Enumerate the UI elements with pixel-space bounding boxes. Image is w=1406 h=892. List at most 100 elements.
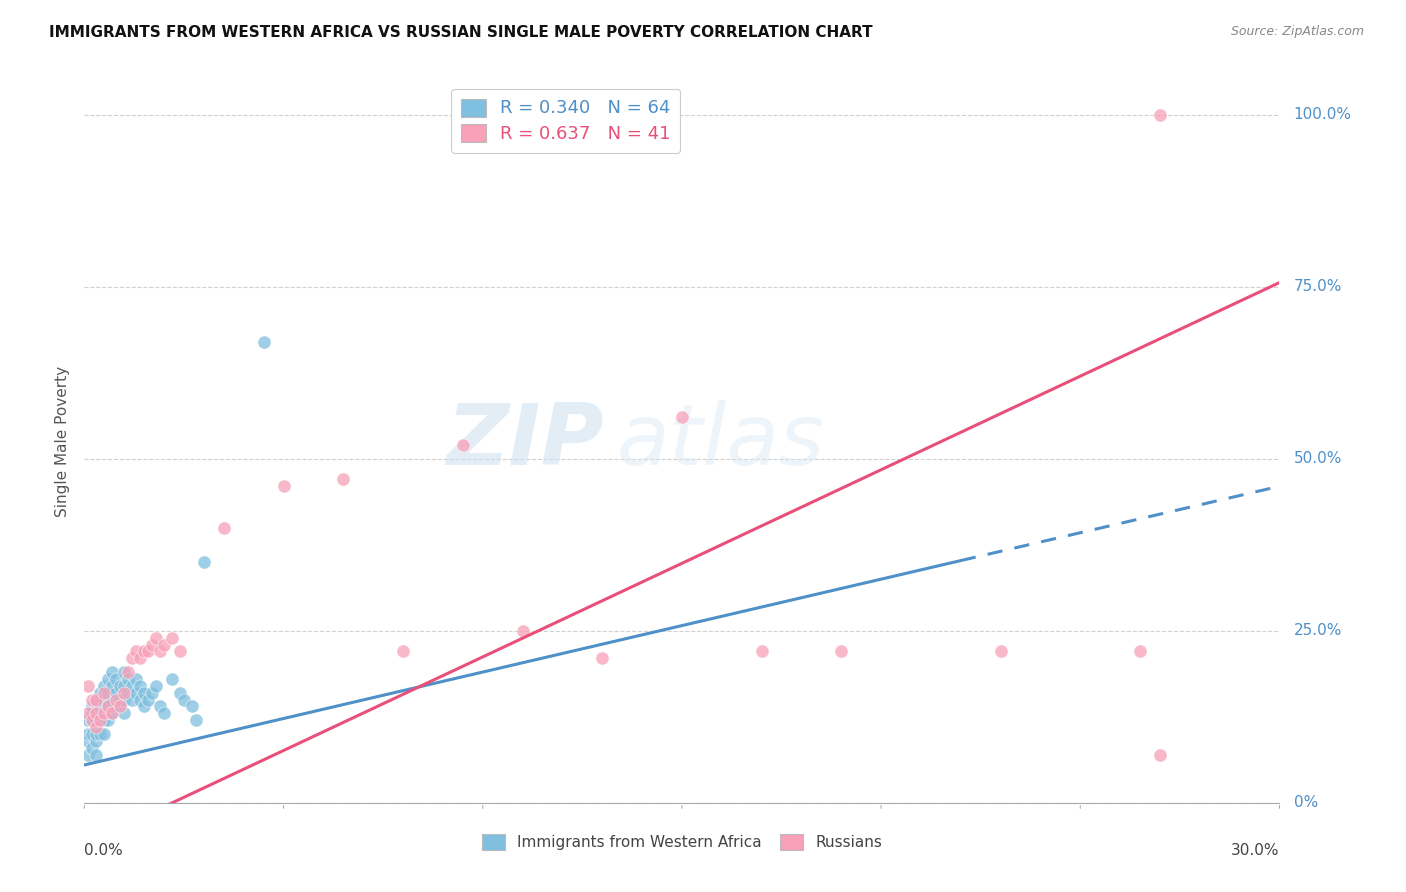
Point [112,679,135,693]
Point [93,706,115,721]
Point [132,699,156,714]
Text: 0%: 0% [1294,796,1317,810]
Point [93,699,115,714]
Point [110,679,132,693]
Point [101,665,124,679]
Point [253,334,276,349]
Point [86,734,108,748]
Point [121,651,143,665]
Point [77,734,100,748]
Point [136,692,159,706]
Point [89,713,111,727]
Point [830,644,852,658]
Point [77,747,100,762]
Point [77,679,100,693]
Point [93,692,115,706]
Point [153,638,176,652]
Point [77,713,100,727]
Point [160,631,183,645]
Point [132,686,156,700]
Point [149,644,172,658]
Point [112,686,135,700]
Point [512,624,534,638]
Point [101,692,124,706]
Point [82,727,104,741]
Point [97,699,120,714]
Point [82,740,104,755]
Point [149,699,172,714]
Point [125,672,148,686]
Point [125,644,148,658]
Point [181,699,204,714]
Point [86,699,108,714]
Text: Source: ZipAtlas.com: Source: ZipAtlas.com [1230,25,1364,38]
Point [184,713,207,727]
Text: 75.0%: 75.0% [1294,279,1343,294]
Text: 50.0%: 50.0% [1294,451,1343,467]
Point [193,555,215,569]
Point [97,686,120,700]
Point [173,692,195,706]
Point [129,679,152,693]
Point [451,438,474,452]
Point [117,665,139,679]
Point [112,665,135,679]
Point [117,686,139,700]
Point [129,692,152,706]
Point [101,679,124,693]
Text: 25.0%: 25.0% [1294,624,1343,639]
Text: 30.0%: 30.0% [1232,843,1279,857]
Point [212,520,235,534]
Point [129,651,152,665]
Point [136,644,159,658]
Point [82,713,104,727]
Point [82,692,104,706]
Text: ZIP: ZIP [447,400,605,483]
Point [86,692,108,706]
Point [105,699,128,714]
Point [93,713,115,727]
Point [93,727,115,741]
Point [110,692,132,706]
Point [82,706,104,721]
Point [332,472,354,486]
Y-axis label: Single Male Poverty: Single Male Poverty [55,366,70,517]
Point [169,644,191,658]
Point [97,713,120,727]
Point [145,679,167,693]
Point [89,699,111,714]
Point [86,720,108,734]
Point [86,727,108,741]
Text: 100.0%: 100.0% [1294,107,1351,122]
Point [105,692,128,706]
Text: IMMIGRANTS FROM WESTERN AFRICA VS RUSSIAN SINGLE MALE POVERTY CORRELATION CHART: IMMIGRANTS FROM WESTERN AFRICA VS RUSSIA… [49,25,873,40]
Text: atlas: atlas [616,400,824,483]
Point [132,644,156,658]
Point [97,699,120,714]
Point [82,699,104,714]
Point [273,479,295,493]
Text: 0.0%: 0.0% [84,843,124,857]
Point [86,706,108,721]
Point [141,638,163,652]
Point [93,679,115,693]
Point [89,727,111,741]
Point [141,686,163,700]
Point [77,706,100,721]
Point [86,706,108,721]
Point [160,672,183,686]
Point [86,713,108,727]
Point [392,644,415,658]
Point [121,692,143,706]
Point [93,686,115,700]
Legend: Immigrants from Western Africa, Russians: Immigrants from Western Africa, Russians [475,828,889,856]
Point [86,747,108,762]
Point [77,727,100,741]
Point [110,699,132,714]
Point [121,679,143,693]
Point [82,713,104,727]
Point [1149,747,1171,762]
Point [89,686,111,700]
Point [97,672,120,686]
Point [125,686,148,700]
